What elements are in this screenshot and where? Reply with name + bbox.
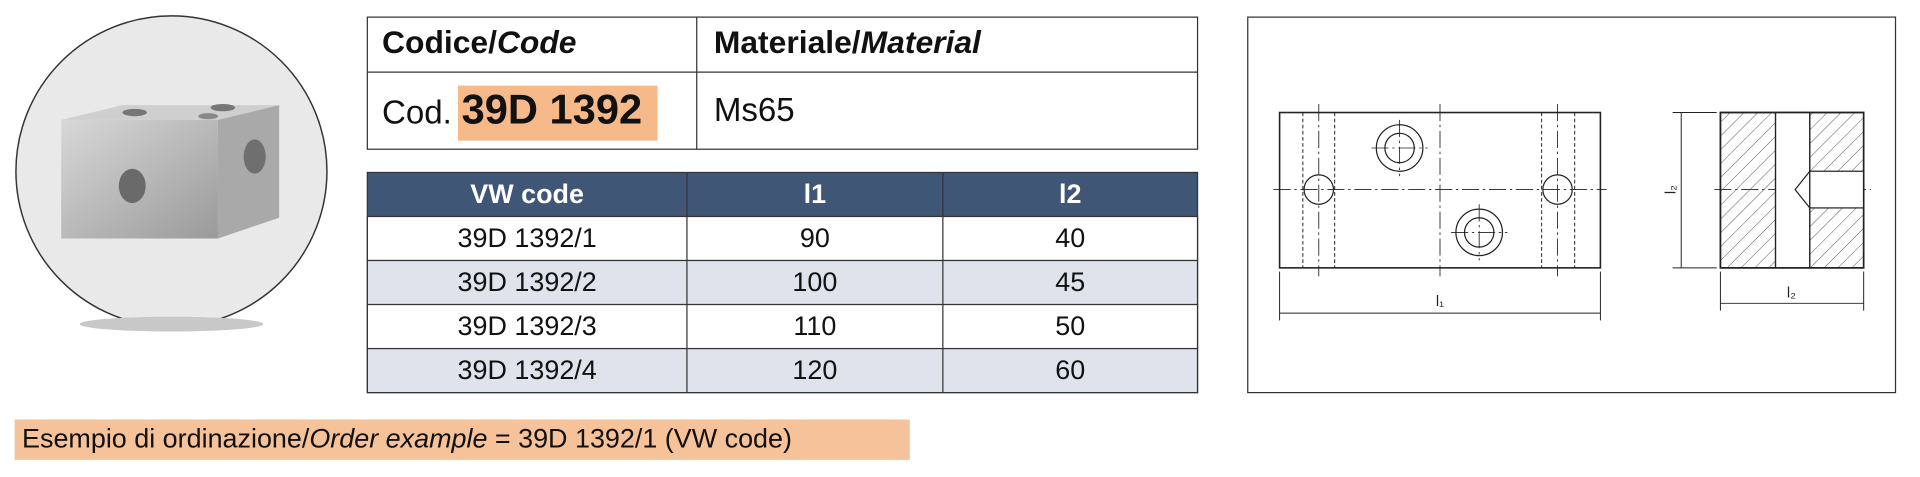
- code-heading-italic: Code: [497, 25, 577, 61]
- table-cell: 45: [1055, 267, 1085, 297]
- code-heading: Codice/Code: [382, 25, 576, 61]
- table-cell: 110: [793, 311, 836, 341]
- material-heading-italic: Material: [861, 25, 982, 61]
- code-prefix: Cod.: [382, 95, 452, 132]
- header-table: Codice/Code Materiale/Material Cod. 39D …: [366, 16, 1199, 150]
- technical-drawing: [1247, 16, 1897, 394]
- length-label: l₁: [1436, 294, 1444, 310]
- order-example-prefix: Esempio di ordinazione/: [22, 423, 310, 453]
- code-highlight: [457, 85, 658, 141]
- table-cell: 60: [1055, 355, 1085, 385]
- column-header: VW code: [470, 179, 584, 209]
- table-cell: 39D 1392/4: [458, 355, 597, 385]
- column-header: l2: [1059, 179, 1081, 209]
- code-heading-text: Codice/: [382, 25, 497, 61]
- height-label: l₂: [1663, 185, 1679, 194]
- code: 39D 1392: [462, 86, 642, 133]
- footer-highlight: [14, 419, 910, 460]
- table-cell: 50: [1055, 311, 1085, 341]
- table-border: [366, 171, 1199, 394]
- material-heading: Materiale/Material: [714, 25, 982, 61]
- table-cell: 40: [1055, 223, 1085, 253]
- table-cell: 100: [792, 267, 837, 297]
- table-cell: 90: [800, 223, 830, 253]
- table-cell: 120: [792, 355, 837, 385]
- column-header: l1: [804, 179, 826, 209]
- dimension-table: VW code l1 l2 39D 1392/1 90 40 39D 1392/2 100 45…: [366, 171, 1199, 394]
- product-photo: [15, 15, 328, 332]
- material: Ms65: [714, 92, 795, 129]
- table-header-bg: [367, 172, 1198, 217]
- order-example: Esempio di ordinazione/Order example = 3…: [22, 423, 792, 453]
- table-cell: 39D 1392/2: [458, 267, 597, 297]
- order-example-italic: Order example: [309, 423, 487, 453]
- table-cell: 39D 1392/1: [458, 223, 597, 253]
- table-cell: 39D 1392/3: [458, 311, 597, 341]
- width-label: l₂: [1787, 285, 1796, 301]
- material-heading-text: Materiale/: [714, 25, 861, 61]
- order-example-suffix: = 39D 1392/1 (VW code): [487, 423, 792, 453]
